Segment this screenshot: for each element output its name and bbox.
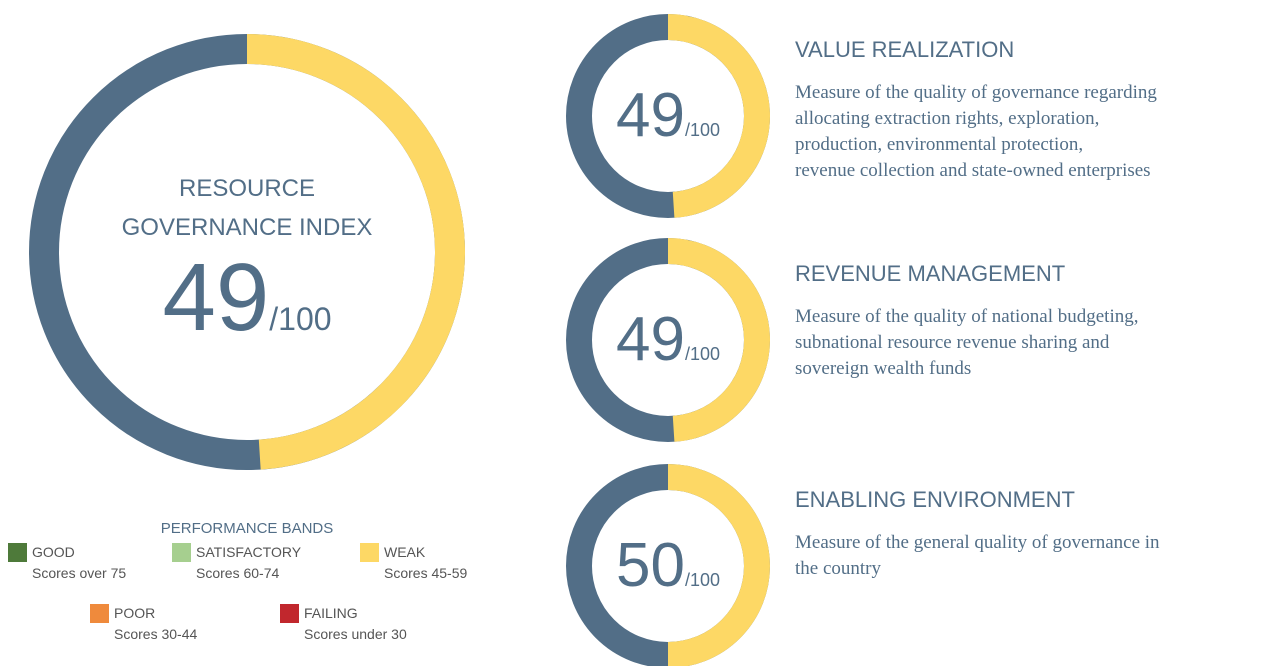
legend-swatch <box>8 543 27 562</box>
legend-swatch <box>360 543 379 562</box>
donut-arc <box>667 238 770 442</box>
score-value: 49 <box>616 305 685 374</box>
donut-arc <box>667 464 770 666</box>
score-scale: /100 <box>269 301 331 337</box>
component-description: Measure of the quality of governance reg… <box>795 82 1157 103</box>
score: 49/100 <box>162 244 331 351</box>
score-scale: /100 <box>685 570 720 590</box>
legend-title: PERFORMANCE BANDS <box>161 520 334 537</box>
score-scale: /100 <box>685 120 720 140</box>
component-description: production, environmental protection, <box>795 134 1083 155</box>
legend-range: Scores over 75 <box>32 565 126 581</box>
score-value: 49 <box>162 244 269 351</box>
legend-name: POOR <box>114 605 155 621</box>
legend-range: Scores 60-74 <box>196 565 279 581</box>
component-description: allocating extraction rights, exploratio… <box>795 108 1099 129</box>
legend: GOOD Scores over 75 SATISFACTORY Scores 60-… <box>8 543 467 642</box>
legend-swatch <box>172 543 191 562</box>
main-title: RESOURCE <box>179 175 315 202</box>
donut-arc <box>667 14 770 218</box>
legend-swatch <box>280 604 299 623</box>
score-value: 49 <box>616 81 685 150</box>
component-title: REVENUE MANAGEMENT <box>795 261 1065 286</box>
legend-range: Scores under 30 <box>304 626 407 642</box>
legend-swatch <box>90 604 109 623</box>
score: 49/100 <box>616 305 720 374</box>
component-description: subnational resource revenue sharing and <box>795 332 1110 353</box>
legend-name: SATISFACTORY <box>196 544 302 560</box>
legend-range: Scores 30-44 <box>114 626 197 642</box>
legend-name: GOOD <box>32 544 75 560</box>
main-title: GOVERNANCE INDEX <box>122 214 373 241</box>
legend-name: FAILING <box>304 605 358 621</box>
component-description: Measure of the quality of national budge… <box>795 306 1139 327</box>
donut-arc <box>246 34 465 470</box>
legend-range: Scores 45-59 <box>384 565 467 581</box>
component-description: the country <box>795 558 882 579</box>
score: 49/100 <box>616 81 720 150</box>
score: 50/100 <box>616 531 720 600</box>
component-title: ENABLING ENVIRONMENT <box>795 487 1075 512</box>
score-value: 50 <box>616 531 685 600</box>
component-description: sovereign wealth funds <box>795 358 971 379</box>
component-description: revenue collection and state-owned enter… <box>795 160 1151 181</box>
component-description: Measure of the general quality of govern… <box>795 532 1160 553</box>
component-title: VALUE REALIZATION <box>795 37 1014 62</box>
score-scale: /100 <box>685 344 720 364</box>
legend-name: WEAK <box>384 544 426 560</box>
